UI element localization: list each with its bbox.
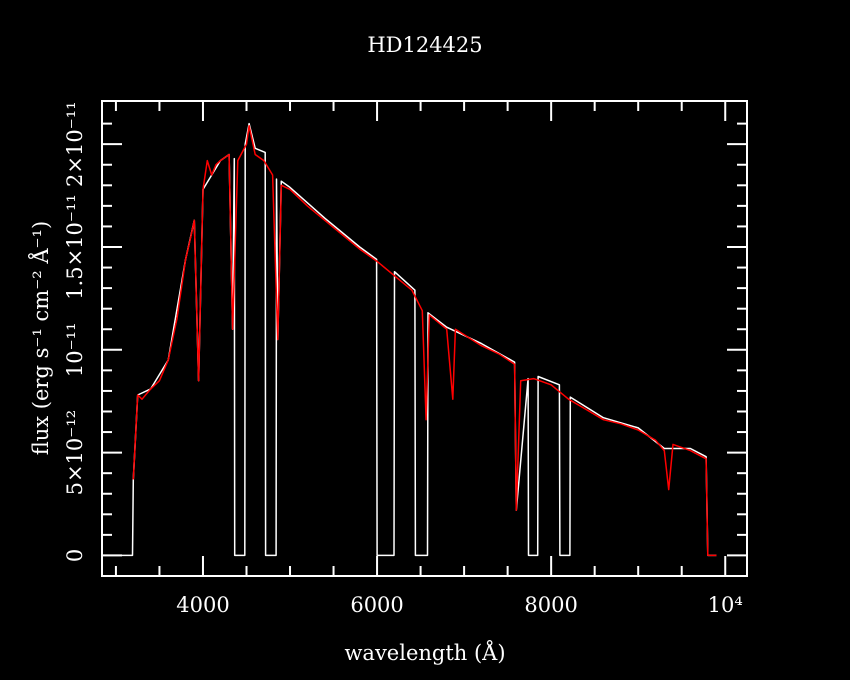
chart-title: HD124425 — [367, 33, 482, 57]
y-tick-label: 0 — [63, 549, 87, 562]
plot-frame — [101, 100, 748, 577]
y-tick-label: 1.5×10⁻¹¹ — [63, 194, 87, 300]
x-tick-label: 8000 — [524, 593, 577, 617]
x-tick-label: 10⁴ — [708, 593, 743, 617]
spectrum-line — [102, 122, 717, 557]
x-tick-label: 6000 — [350, 593, 403, 617]
y-tick-label: 2×10⁻¹¹ — [63, 101, 87, 187]
y-tick-label: 5×10⁻¹² — [63, 410, 87, 496]
spectrum-line — [132, 124, 717, 557]
y-axis-label: flux (erg s⁻¹ cm⁻² Å⁻¹) — [28, 221, 53, 456]
y-tick-label: 10⁻¹¹ — [63, 322, 87, 377]
x-axis-label: wavelength (Å) — [344, 640, 505, 665]
x-tick-label: 4000 — [176, 593, 229, 617]
